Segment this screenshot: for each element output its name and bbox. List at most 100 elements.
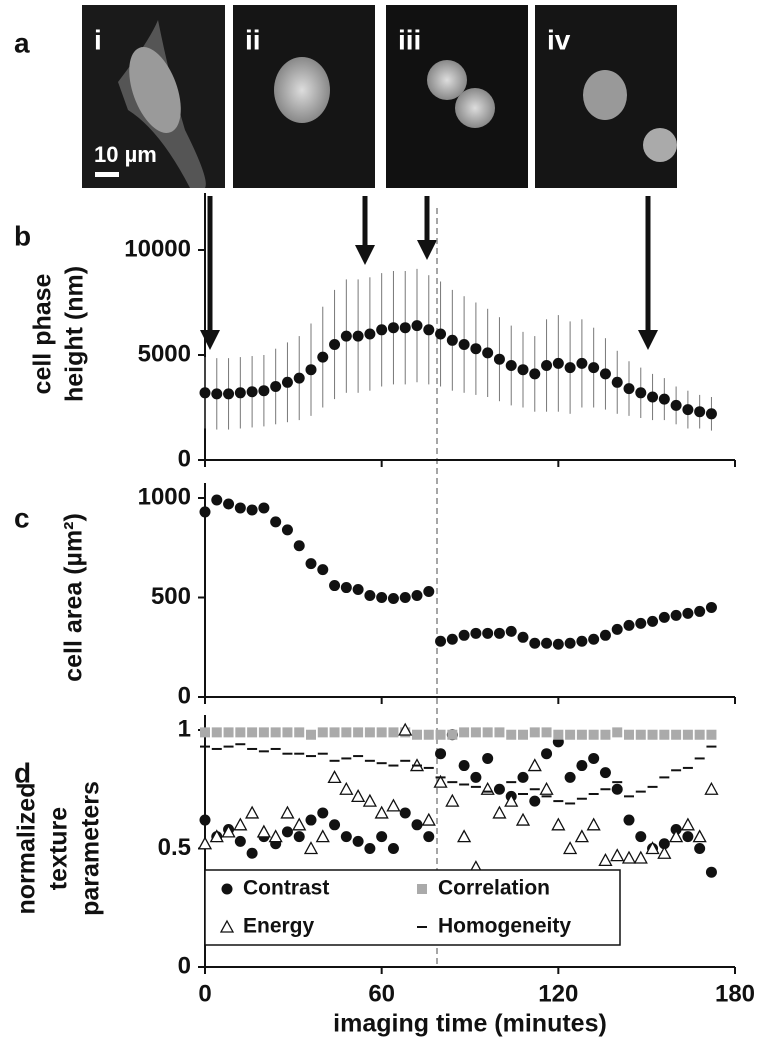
point xyxy=(433,774,448,788)
point xyxy=(529,795,541,807)
point xyxy=(612,727,623,738)
point xyxy=(588,752,600,764)
point xyxy=(659,729,670,740)
point xyxy=(574,829,589,843)
y-axis-label: texture xyxy=(45,807,73,890)
point xyxy=(517,364,529,376)
legend-label: Homogeneity xyxy=(438,915,571,938)
x-tick-label: 120 xyxy=(538,980,578,1007)
point xyxy=(223,498,235,510)
point xyxy=(635,617,647,629)
y-axis-label: normalized xyxy=(13,783,41,915)
point xyxy=(387,843,399,854)
scale-bar-label: 10 µm xyxy=(94,142,157,167)
point xyxy=(446,633,458,645)
point xyxy=(517,631,529,643)
point xyxy=(470,343,482,355)
point xyxy=(694,843,706,854)
point xyxy=(221,883,233,895)
panel-label: a xyxy=(14,27,30,58)
point xyxy=(305,814,317,826)
cell xyxy=(455,88,495,128)
point xyxy=(600,729,611,740)
point xyxy=(482,752,494,764)
point xyxy=(423,831,435,843)
image-label: iii xyxy=(398,24,421,55)
point xyxy=(211,388,223,400)
point xyxy=(682,729,693,740)
point xyxy=(317,727,328,738)
scale-bar xyxy=(95,172,119,177)
x-axis-label: imaging time (minutes) xyxy=(333,1010,607,1038)
point xyxy=(353,727,364,738)
point xyxy=(362,793,377,807)
y-tick-label: 5000 xyxy=(138,340,191,367)
point xyxy=(387,592,399,604)
point xyxy=(682,831,694,843)
y-tick-label: 500 xyxy=(151,583,191,610)
point xyxy=(529,637,541,649)
point xyxy=(339,781,354,795)
point xyxy=(417,884,427,894)
cell xyxy=(274,57,330,123)
point xyxy=(317,807,329,819)
point xyxy=(280,805,295,819)
point xyxy=(376,831,388,843)
point xyxy=(435,748,447,760)
point xyxy=(245,805,260,819)
point xyxy=(211,727,222,738)
image-label: i xyxy=(94,24,102,55)
point xyxy=(256,824,271,838)
point xyxy=(270,727,281,738)
point xyxy=(293,831,305,843)
point xyxy=(340,582,352,594)
legend-label: Contrast xyxy=(243,877,329,900)
y-tick-label: 1 xyxy=(178,715,191,742)
point xyxy=(541,727,552,738)
point xyxy=(246,504,258,516)
point xyxy=(247,727,258,738)
point xyxy=(576,357,588,369)
point xyxy=(694,729,705,740)
point xyxy=(565,729,576,740)
point xyxy=(610,848,625,862)
point xyxy=(527,758,542,772)
point xyxy=(623,383,635,395)
point xyxy=(411,819,423,831)
point xyxy=(645,841,660,855)
point xyxy=(317,564,329,576)
point xyxy=(517,771,529,783)
point xyxy=(599,368,611,380)
point xyxy=(470,727,481,738)
point xyxy=(705,408,717,420)
point xyxy=(647,615,659,627)
point xyxy=(293,372,305,384)
cell xyxy=(129,47,181,133)
point xyxy=(493,627,505,639)
point xyxy=(234,387,246,399)
point xyxy=(329,727,340,738)
point xyxy=(352,584,364,596)
point xyxy=(421,812,436,826)
point xyxy=(294,727,305,738)
point xyxy=(598,852,613,866)
point xyxy=(446,334,458,346)
point xyxy=(303,841,319,855)
point xyxy=(399,322,411,334)
point xyxy=(611,783,623,795)
point xyxy=(706,729,717,740)
y-axis-label: height (nm) xyxy=(61,266,89,402)
point xyxy=(647,729,658,740)
point xyxy=(539,781,554,795)
point xyxy=(234,502,246,514)
point xyxy=(341,727,352,738)
point xyxy=(209,829,224,843)
point xyxy=(327,770,342,784)
point xyxy=(387,322,399,334)
point xyxy=(564,771,576,783)
point xyxy=(423,586,435,598)
point xyxy=(306,729,316,740)
point xyxy=(211,494,223,506)
x-tick-label: 0 xyxy=(198,980,211,1007)
point xyxy=(635,729,646,740)
